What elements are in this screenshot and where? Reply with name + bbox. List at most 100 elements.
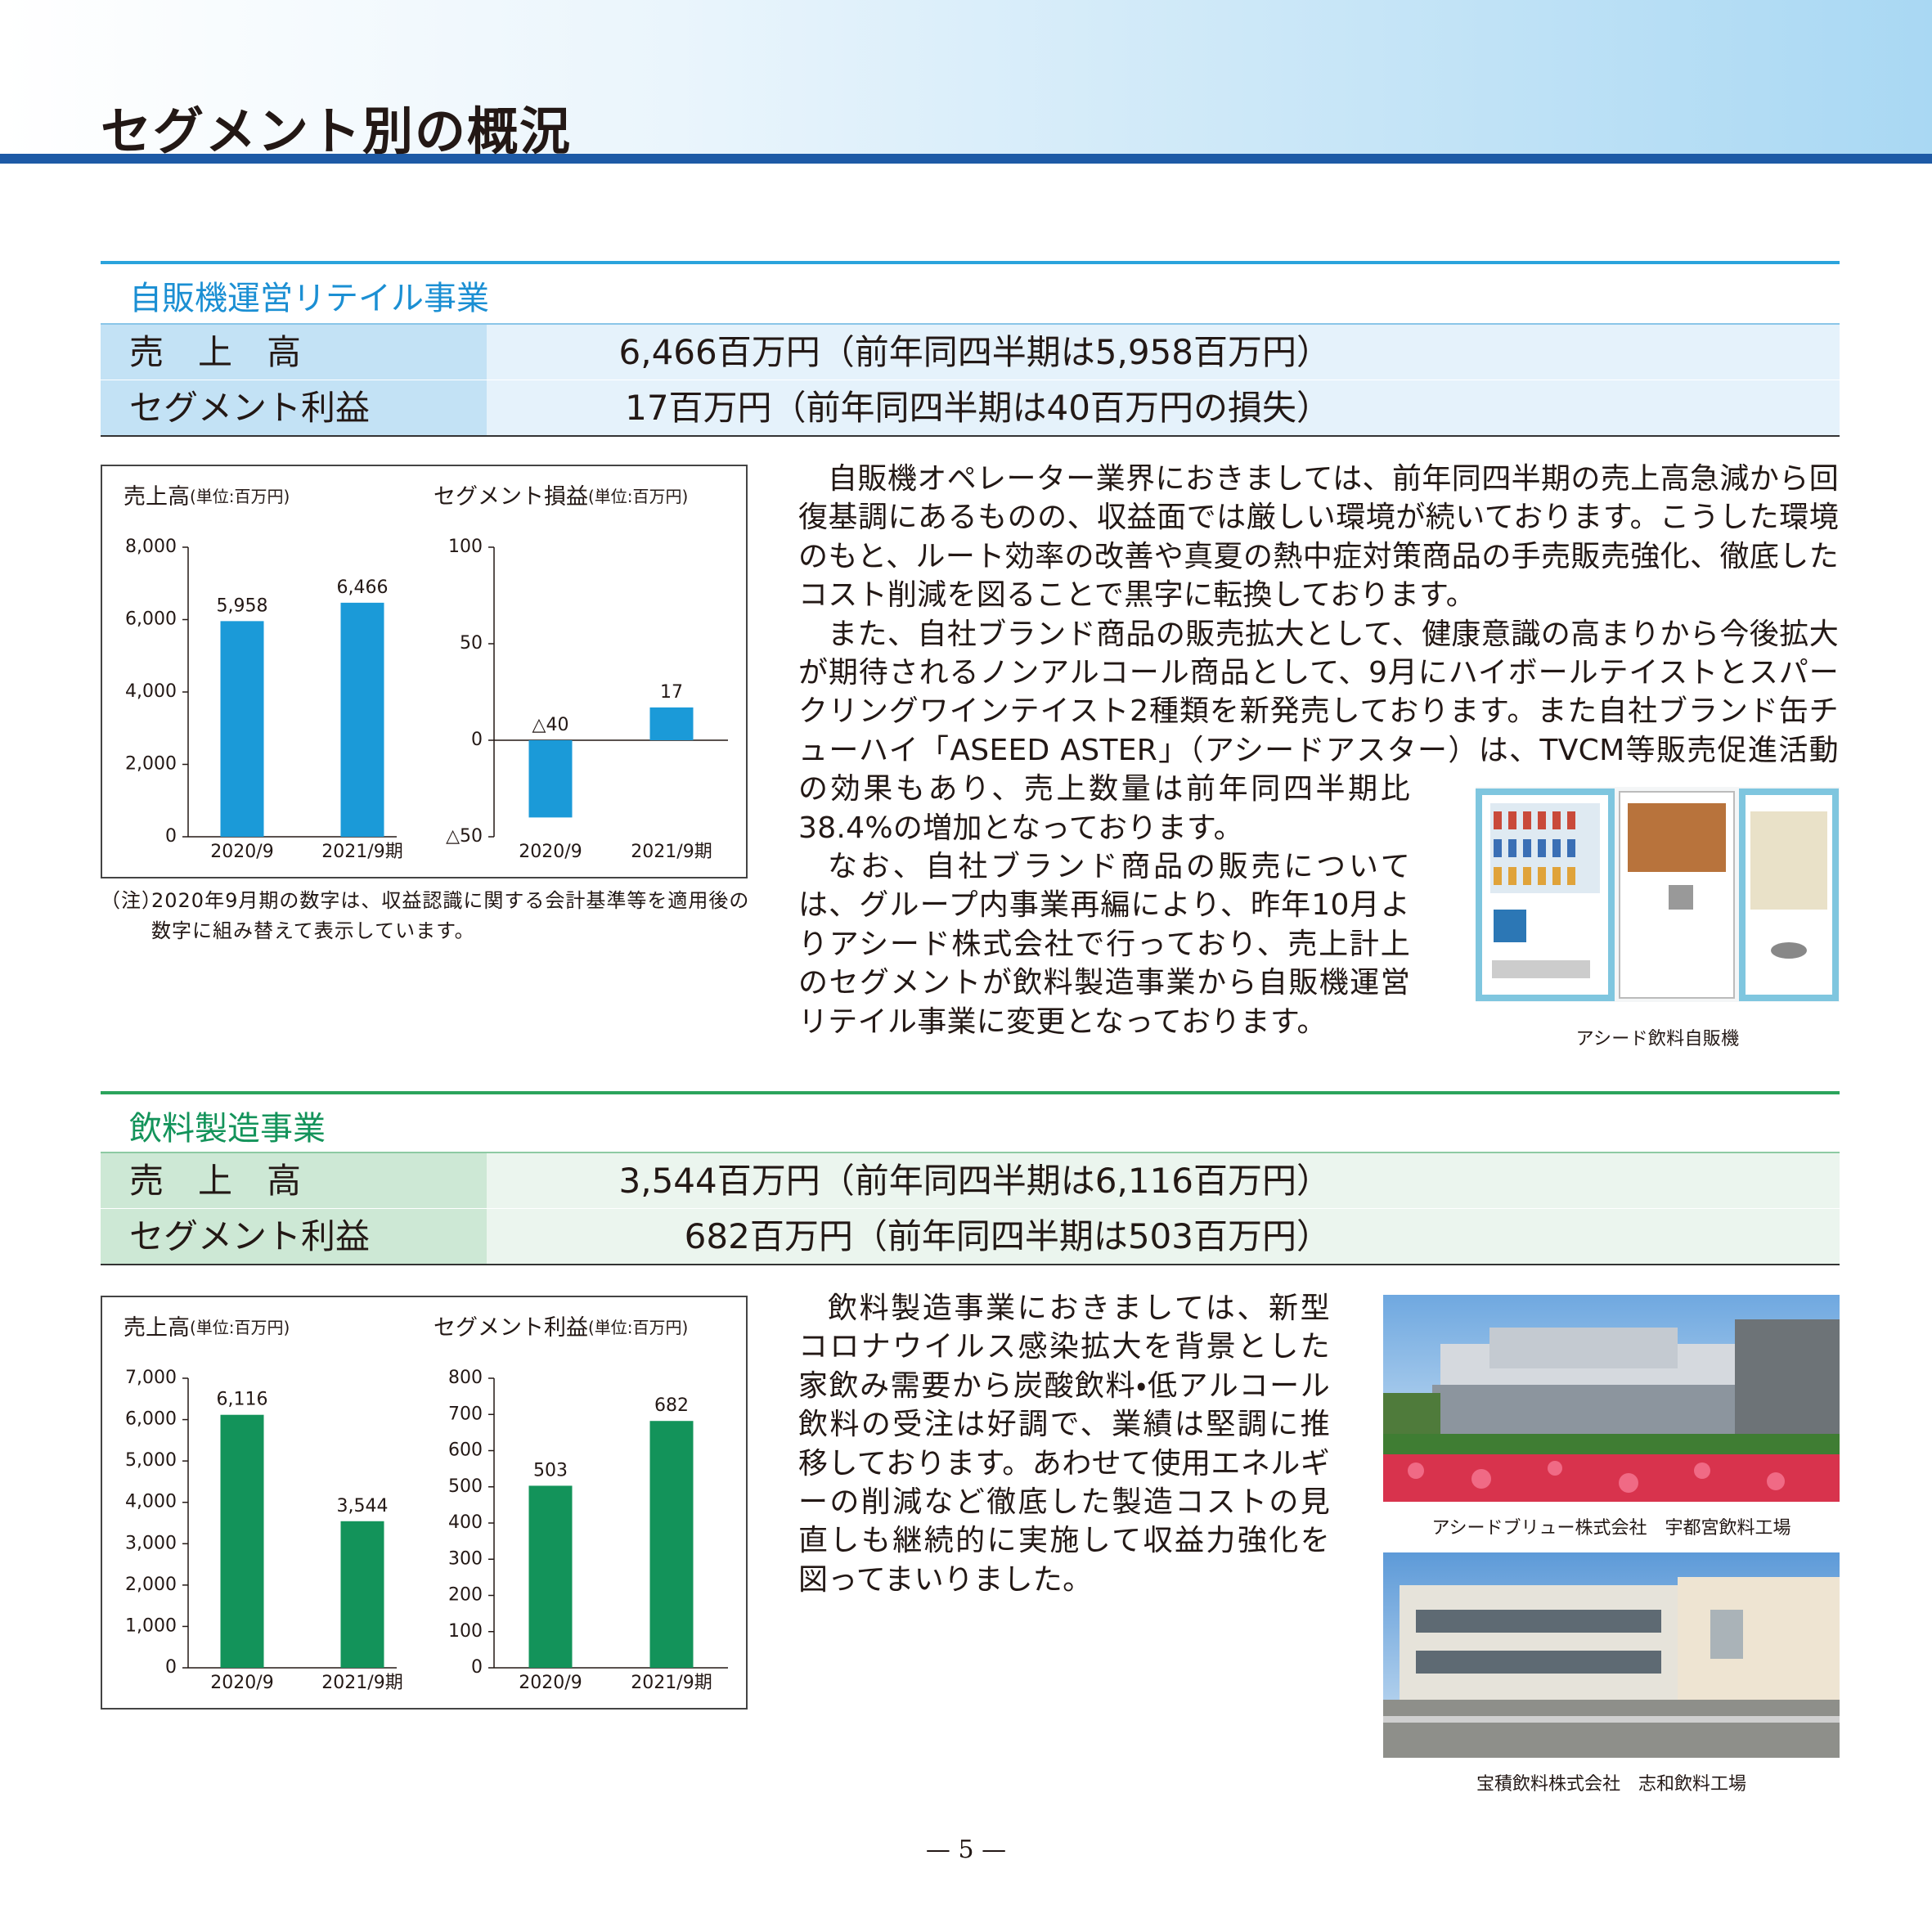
paragraph: なお、自社ブランド商品の販売については、グループ内事業再編により、昨年10月より… bbox=[798, 850, 1411, 1039]
y-tick-label: 8,000 bbox=[125, 537, 177, 557]
section-rule bbox=[101, 1091, 1840, 1094]
note-text: 2020年9月期の数字は、収益認識に関する会計基準等を適用後の数字に組み替えて表… bbox=[151, 889, 750, 942]
photo-caption: アシード飲料自販機 bbox=[1575, 1029, 1740, 1050]
row-value: 6,466百万円（前年同四半期は5,958百万円） bbox=[487, 325, 1840, 380]
paragraph: また、自社ブランド商品の販売拡大として、健康意識の高まりから今後拡大が期待される… bbox=[798, 617, 1839, 845]
value-label: 3,544 bbox=[337, 1496, 389, 1516]
factory-photo bbox=[1383, 1295, 1840, 1502]
row-value-text: 682百万円（前年同四半期は503百万円） bbox=[684, 1216, 1331, 1256]
row-value-text: 17百万円（前年同四半期は40百万円の損失） bbox=[625, 388, 1331, 428]
header-rule bbox=[0, 154, 1932, 164]
x-tick-label: 2020/9 bbox=[210, 1673, 273, 1693]
paragraph: 自販機オペレーター業界におきましては、前年同四半期の売上高急減から回復基調にある… bbox=[798, 462, 1839, 613]
y-tick-label: 0 bbox=[471, 730, 483, 750]
page-number: — 5 — bbox=[925, 1835, 1007, 1864]
y-tick-label: 4,000 bbox=[125, 1492, 177, 1512]
y-tick-label: 200 bbox=[448, 1585, 483, 1606]
chart-unit: (単位:百万円) bbox=[190, 1318, 290, 1337]
chart-title-text: 売上高 bbox=[124, 484, 190, 510]
y-tick-label: 100 bbox=[448, 537, 483, 557]
body-text: アシード飲料自販機 自販機オペレーター業界におきましては、前年同四半期の売上高急… bbox=[798, 460, 1840, 1059]
footnote: （注） 2020年9月期の数字は、収益認識に関する会計基準等を適用後の数字に組み… bbox=[101, 886, 755, 946]
row-value: 17百万円（前年同四半期は40百万円の損失） bbox=[487, 380, 1840, 435]
x-tick-label: 2021/9期 bbox=[321, 1673, 402, 1693]
y-tick-label: 0 bbox=[165, 1657, 177, 1678]
section-rule bbox=[101, 261, 1840, 264]
bar bbox=[220, 621, 264, 837]
spacer bbox=[1839, 460, 1840, 780]
row-label: 売 上 高 bbox=[101, 325, 487, 380]
bar bbox=[649, 707, 694, 740]
row-value: 682百万円（前年同四半期は503百万円） bbox=[487, 1209, 1840, 1264]
value-label: 5,958 bbox=[217, 595, 268, 616]
charts: 売上高(単位:百万円)02,0004,0006,0008,0005,958202… bbox=[124, 484, 728, 862]
y-tick-label: 600 bbox=[448, 1440, 483, 1461]
y-tick-label: 2,000 bbox=[125, 754, 177, 775]
y-tick-label: 50 bbox=[460, 633, 483, 654]
photo: アシード飲料自販機 bbox=[1476, 787, 1840, 1059]
y-tick-label: 6,000 bbox=[125, 1409, 177, 1430]
section-title: 自販機運営リテイル事業 bbox=[129, 280, 489, 317]
y-tick-label: 700 bbox=[448, 1404, 483, 1424]
y-tick-label: 800 bbox=[448, 1368, 483, 1388]
chart-title-text: セグメント利益 bbox=[434, 1315, 588, 1341]
result-row: セグメント利益 17百万円（前年同四半期は40百万円の損失） bbox=[101, 380, 1840, 437]
y-tick-label: 400 bbox=[448, 1512, 483, 1533]
body-text: 飲料製造事業におきましては、新型コロナウイルス感染拡大を背景とした家飲み需要から… bbox=[798, 1289, 1330, 1599]
bar bbox=[528, 740, 573, 818]
photo-caption: 宝積飲料株式会社 志和飲料工場 bbox=[1476, 1774, 1746, 1795]
chart-title: セグメント利益(単位:百万円) bbox=[434, 1315, 688, 1341]
bar bbox=[340, 1521, 384, 1668]
row-value: 3,544百万円（前年同四半期は6,116百万円） bbox=[487, 1153, 1840, 1208]
bar bbox=[649, 1421, 694, 1668]
x-tick-label: 2020/9 bbox=[519, 842, 582, 862]
row-value-text: 6,466百万円（前年同四半期は5,958百万円） bbox=[618, 332, 1331, 372]
bar bbox=[528, 1485, 573, 1668]
y-tick-label: △50 bbox=[446, 826, 483, 847]
x-tick-label: 2020/9 bbox=[210, 842, 273, 862]
row-label: セグメント利益 bbox=[101, 1209, 487, 1264]
vending-machine-photo bbox=[1476, 787, 1840, 1002]
y-tick-label: 300 bbox=[448, 1548, 483, 1569]
chart-box: 売上高(単位:百万円) 0 2,000 4,000 6,000 8,000 5,958 202… bbox=[101, 465, 748, 878]
x-tick-label: 2021/9期 bbox=[321, 842, 402, 862]
value-label: 503 bbox=[533, 1460, 568, 1480]
charts: 売上高(単位:百万円)01,0002,0003,0004,0005,0006,0… bbox=[124, 1315, 728, 1693]
photo: 宝積飲料株式会社 志和飲料工場 bbox=[1383, 1552, 1840, 1795]
y-tick-label: 2,000 bbox=[125, 1575, 177, 1595]
section-title: 飲料製造事業 bbox=[129, 1110, 326, 1148]
y-tick-label: 0 bbox=[165, 826, 177, 847]
bar bbox=[340, 602, 384, 837]
result-row: 売 上 高 6,466百万円（前年同四半期は5,958百万円） bbox=[101, 323, 1840, 380]
result-row: 売 上 高 3,544百万円（前年同四半期は6,116百万円） bbox=[101, 1152, 1840, 1208]
row-label: 売 上 高 bbox=[101, 1153, 487, 1208]
chart-title: 売上高(単位:百万円) bbox=[124, 1315, 290, 1341]
page-title: セグメント別の概況 bbox=[101, 101, 573, 161]
x-tick-label: 2021/9期 bbox=[631, 1673, 712, 1693]
photo-caption: アシードブリュー株式会社 宇都宮飲料工場 bbox=[1431, 1518, 1791, 1539]
chart-unit: (単位:百万円) bbox=[588, 487, 688, 506]
chart-title: セグメント損益(単位:百万円) bbox=[434, 484, 688, 510]
y-tick-label: 6,000 bbox=[125, 609, 177, 630]
value-label: 682 bbox=[654, 1395, 689, 1416]
value-label: 6,116 bbox=[217, 1390, 268, 1410]
value-label: △40 bbox=[532, 715, 569, 735]
chart-title-text: セグメント損益 bbox=[434, 484, 588, 510]
header-band bbox=[0, 0, 1932, 154]
result-row: セグメント利益 682百万円（前年同四半期は503百万円） bbox=[101, 1209, 1840, 1265]
row-label: セグメント利益 bbox=[101, 380, 487, 435]
chart-unit: (単位:百万円) bbox=[588, 1318, 688, 1337]
y-tick-label: 7,000 bbox=[125, 1368, 177, 1388]
row-value-text: 3,544百万円（前年同四半期は6,116百万円） bbox=[618, 1161, 1331, 1201]
x-tick-label: 2020/9 bbox=[519, 1673, 582, 1693]
paragraph: 飲料製造事業におきましては、新型コロナウイルス感染拡大を背景とした家飲み需要から… bbox=[798, 1292, 1330, 1597]
x-tick-label: 2021/9期 bbox=[631, 842, 712, 862]
factory-photo bbox=[1383, 1552, 1840, 1758]
chart-title-text: 売上高 bbox=[124, 1315, 190, 1341]
chart-unit: (単位:百万円) bbox=[190, 487, 290, 506]
value-label: 17 bbox=[660, 682, 683, 703]
y-tick-label: 100 bbox=[448, 1621, 483, 1642]
y-tick-label: 3,000 bbox=[125, 1533, 177, 1553]
note-label: （注） bbox=[101, 889, 162, 912]
